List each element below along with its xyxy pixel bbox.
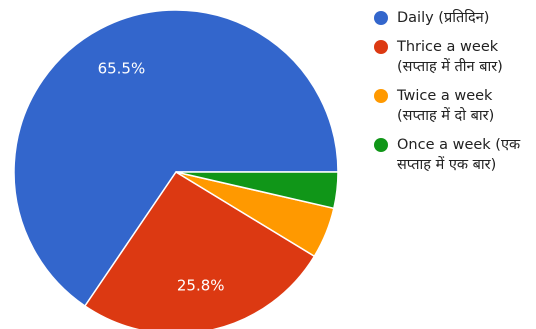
legend-label-twice-a-week-line2: (सप्ताह में दो बार) xyxy=(397,108,495,124)
legend-item-thrice-a-week[interactable]: Thrice a week (सप्ताह में तीन बार) xyxy=(374,37,534,77)
slice-label-daily: 65.5% xyxy=(98,59,146,77)
pie-slice-daily[interactable] xyxy=(13,9,339,308)
legend: Daily (प्रतिदिन) Thrice a week (सप्ताह म… xyxy=(374,8,534,184)
pie-slice-once-a-week[interactable] xyxy=(175,171,339,210)
legend-item-twice-a-week[interactable]: Twice a week (सप्ताह में दो बार) xyxy=(374,86,534,126)
legend-label-once-a-week-line1: Once a week (एक xyxy=(397,137,521,153)
legend-swatch-once-a-week xyxy=(374,138,388,152)
legend-label-twice-a-week-line1: Twice a week xyxy=(397,88,493,104)
legend-swatch-thrice-a-week xyxy=(374,40,388,54)
legend-swatch-daily xyxy=(374,11,388,25)
legend-item-once-a-week[interactable]: Once a week (एक सप्ताह में एक बार) xyxy=(374,135,534,175)
legend-label-thrice-a-week-line1: Thrice a week xyxy=(397,39,499,55)
legend-swatch-twice-a-week xyxy=(374,89,388,103)
legend-label-thrice-a-week-line2: (सप्ताह में तीन बार) xyxy=(397,59,503,75)
legend-label-daily-line1: Daily (प्रतिदिन) xyxy=(397,10,490,26)
pie-slice-thrice-a-week[interactable] xyxy=(83,170,316,329)
slice-label-thrice-a-week: 25.8% xyxy=(177,276,225,294)
legend-label-once-a-week-line2: सप्ताह में एक बार) xyxy=(397,157,497,173)
legend-item-daily[interactable]: Daily (प्रतिदिन) xyxy=(374,8,534,28)
